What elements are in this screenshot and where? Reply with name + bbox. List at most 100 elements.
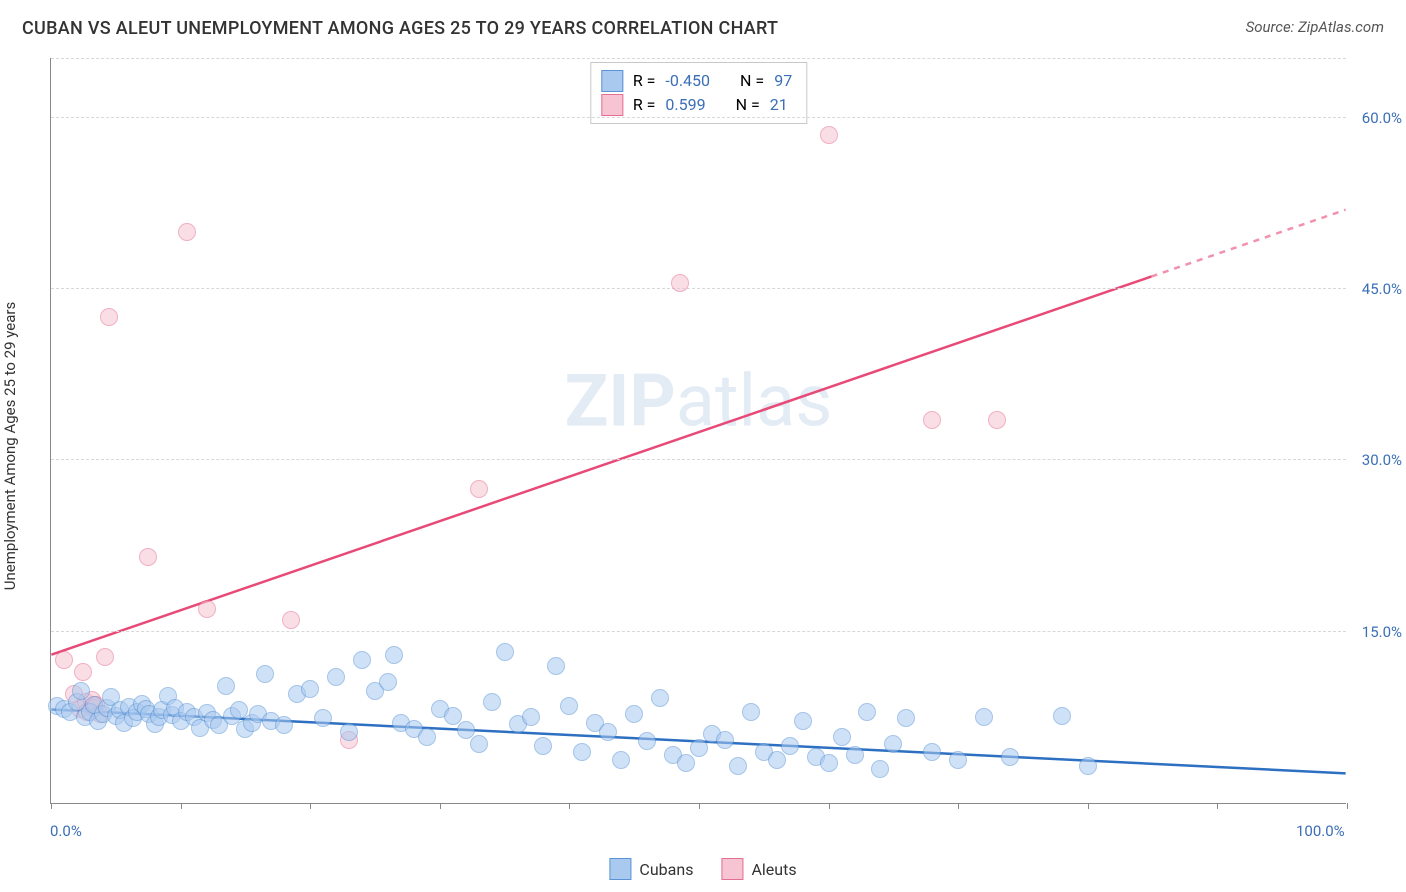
x-tick-mark — [1088, 803, 1089, 809]
scatter-point-cubans — [340, 723, 358, 741]
scatter-point-cubans — [768, 751, 786, 769]
n-value-aleuts: 21 — [770, 93, 788, 117]
y-axis-label: Unemployment Among Ages 25 to 29 years — [1, 302, 19, 590]
scatter-point-aleuts — [96, 648, 114, 666]
gridline-h — [51, 288, 1346, 289]
scatter-point-cubans — [820, 754, 838, 772]
scatter-point-cubans — [522, 708, 540, 726]
scatter-point-cubans — [379, 673, 397, 691]
r-value-aleuts: 0.599 — [665, 93, 705, 117]
watermark-bold: ZIP — [565, 358, 676, 443]
chart-source: Source: ZipAtlas.com — [1246, 18, 1384, 36]
scatter-point-cubans — [651, 689, 669, 707]
legend-stats-box: R = -0.450 N = 97 R = 0.599 N = 21 — [590, 62, 807, 124]
scatter-point-cubans — [301, 680, 319, 698]
scatter-point-aleuts — [820, 126, 838, 144]
scatter-point-aleuts — [139, 548, 157, 566]
scatter-point-cubans — [327, 668, 345, 686]
legend-bottom: Cubans Aleuts — [609, 858, 796, 880]
scatter-point-cubans — [846, 746, 864, 764]
scatter-point-cubans — [353, 651, 371, 669]
gridline-h — [51, 58, 1346, 59]
y-tick-label: 45.0% — [1352, 280, 1402, 298]
x-tick-mark — [181, 803, 182, 809]
y-tick-label: 30.0% — [1352, 451, 1402, 469]
scatter-point-cubans — [729, 757, 747, 775]
scatter-point-cubans — [314, 709, 332, 727]
scatter-point-cubans — [871, 760, 889, 778]
y-tick-label: 15.0% — [1352, 623, 1402, 641]
watermark-light: atlas — [676, 358, 833, 443]
x-tick-mark — [569, 803, 570, 809]
legend-stats-row-cubans: R = -0.450 N = 97 — [601, 69, 792, 93]
scatter-point-aleuts — [198, 600, 216, 618]
regression-line-aleuts — [51, 276, 1151, 654]
scatter-point-cubans — [612, 751, 630, 769]
regression-lines — [51, 58, 1346, 803]
scatter-point-cubans — [385, 646, 403, 664]
scatter-point-cubans — [625, 705, 643, 723]
swatch-aleuts — [721, 858, 743, 880]
scatter-point-cubans — [833, 728, 851, 746]
scatter-point-cubans — [897, 709, 915, 727]
scatter-point-cubans — [1001, 748, 1019, 766]
watermark: ZIPatlas — [565, 358, 833, 443]
scatter-point-cubans — [217, 677, 235, 695]
scatter-point-aleuts — [923, 411, 941, 429]
scatter-point-aleuts — [282, 611, 300, 629]
scatter-point-cubans — [716, 731, 734, 749]
scatter-point-cubans — [560, 697, 578, 715]
n-label: N = — [740, 69, 764, 93]
scatter-point-aleuts — [470, 480, 488, 498]
chart-container: CUBAN VS ALEUT UNEMPLOYMENT AMONG AGES 2… — [0, 0, 1406, 892]
scatter-point-cubans — [496, 643, 514, 661]
x-axis-max-label: 100.0% — [1296, 822, 1345, 840]
scatter-point-cubans — [949, 751, 967, 769]
r-label: R = — [633, 69, 656, 93]
scatter-point-cubans — [975, 708, 993, 726]
x-tick-mark — [1347, 803, 1348, 809]
plot-area: ZIPatlas R = -0.450 N = 97 R = 0.599 N =… — [50, 58, 1346, 804]
scatter-point-cubans — [742, 703, 760, 721]
y-tick-label: 60.0% — [1352, 109, 1402, 127]
n-value-cubans: 97 — [774, 69, 792, 93]
swatch-cubans — [601, 70, 623, 92]
scatter-point-aleuts — [671, 274, 689, 292]
x-axis-min-label: 0.0% — [50, 822, 82, 840]
chart-title: CUBAN VS ALEUT UNEMPLOYMENT AMONG AGES 2… — [22, 18, 778, 39]
scatter-point-cubans — [858, 703, 876, 721]
swatch-cubans — [609, 858, 631, 880]
scatter-point-cubans — [483, 693, 501, 711]
scatter-point-aleuts — [100, 308, 118, 326]
gridline-h — [51, 631, 1346, 632]
scatter-point-cubans — [690, 739, 708, 757]
scatter-point-cubans — [534, 737, 552, 755]
regression-line-aleuts-dashed — [1151, 210, 1345, 277]
gridline-h — [51, 459, 1346, 460]
legend-item-cubans: Cubans — [609, 858, 693, 880]
swatch-aleuts — [601, 94, 623, 116]
scatter-point-cubans — [677, 754, 695, 772]
scatter-point-cubans — [1079, 757, 1097, 775]
x-tick-mark — [829, 803, 830, 809]
scatter-point-cubans — [256, 665, 274, 683]
x-tick-mark — [958, 803, 959, 809]
r-value-cubans: -0.450 — [665, 69, 710, 93]
scatter-point-cubans — [275, 716, 293, 734]
scatter-point-cubans — [794, 712, 812, 730]
x-tick-mark — [699, 803, 700, 809]
legend-label-aleuts: Aleuts — [751, 860, 796, 879]
scatter-point-cubans — [573, 743, 591, 761]
gridline-h — [51, 117, 1346, 118]
legend-item-aleuts: Aleuts — [721, 858, 796, 880]
n-label: N = — [736, 93, 760, 117]
scatter-point-cubans — [470, 735, 488, 753]
x-tick-mark — [440, 803, 441, 809]
scatter-point-cubans — [1053, 707, 1071, 725]
legend-stats-row-aleuts: R = 0.599 N = 21 — [601, 93, 792, 117]
scatter-point-aleuts — [988, 411, 1006, 429]
scatter-point-cubans — [923, 743, 941, 761]
scatter-point-aleuts — [55, 651, 73, 669]
scatter-point-cubans — [884, 735, 902, 753]
x-tick-mark — [51, 803, 52, 809]
